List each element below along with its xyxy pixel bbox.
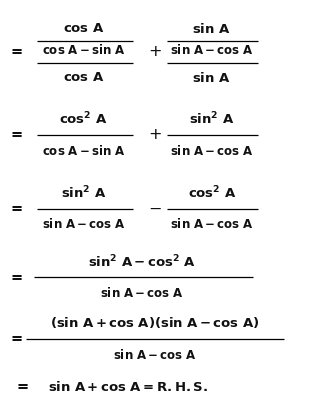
- Text: $\mathbf{sin\ A - cos\ A}$: $\mathbf{sin\ A - cos\ A}$: [113, 348, 196, 362]
- Text: $+$: $+$: [148, 128, 161, 142]
- Text: $\mathbf{sin\ A - cos\ A}$: $\mathbf{sin\ A - cos\ A}$: [170, 43, 253, 57]
- Text: $\mathbf{sin^2\ A - cos^2\ A}$: $\mathbf{sin^2\ A - cos^2\ A}$: [88, 254, 196, 270]
- Text: =: =: [11, 201, 23, 216]
- Text: $\mathbf{sin\ A}$: $\mathbf{sin\ A}$: [193, 71, 231, 85]
- Text: $-$: $-$: [148, 201, 161, 216]
- Text: =: =: [11, 44, 23, 58]
- Text: $\mathbf{sin\ A - cos\ A}$: $\mathbf{sin\ A - cos\ A}$: [100, 286, 184, 300]
- Text: $\mathbf{cos\ A - sin\ A}$: $\mathbf{cos\ A - sin\ A}$: [42, 144, 125, 157]
- Text: =: =: [17, 379, 29, 394]
- Text: $\mathbf{cos^2\ A}$: $\mathbf{cos^2\ A}$: [188, 185, 236, 201]
- Text: $\mathbf{sin\ A - cos\ A}$: $\mathbf{sin\ A - cos\ A}$: [170, 217, 253, 231]
- Text: $\mathbf{sin\ A - cos\ A}$: $\mathbf{sin\ A - cos\ A}$: [170, 144, 253, 157]
- Text: $\mathbf{cos^2\ A}$: $\mathbf{cos^2\ A}$: [59, 111, 108, 128]
- Text: $\mathbf{sin^2\ A}$: $\mathbf{sin^2\ A}$: [189, 111, 234, 128]
- Text: $\mathbf{sin^2\ A}$: $\mathbf{sin^2\ A}$: [61, 185, 106, 201]
- Text: $\mathbf{cos\ A}$: $\mathbf{cos\ A}$: [63, 71, 104, 84]
- Text: $\mathbf{cos\ A}$: $\mathbf{cos\ A}$: [63, 22, 104, 35]
- Text: $\mathbf{sin\ A + cos\ A = R.H.S.}$: $\mathbf{sin\ A + cos\ A = R.H.S.}$: [48, 380, 208, 393]
- Text: =: =: [11, 270, 23, 285]
- Text: =: =: [11, 128, 23, 142]
- Text: $\mathbf{(sin\ A + cos\ A)(sin\ A - cos\ A)}$: $\mathbf{(sin\ A + cos\ A)(sin\ A - cos\…: [50, 315, 259, 330]
- Text: $\mathbf{cos\ A - sin\ A}$: $\mathbf{cos\ A - sin\ A}$: [42, 43, 125, 57]
- Text: =: =: [11, 331, 23, 346]
- Text: $+$: $+$: [148, 44, 161, 58]
- Text: $\mathbf{sin\ A}$: $\mathbf{sin\ A}$: [193, 22, 231, 36]
- Text: $\mathbf{sin\ A - cos\ A}$: $\mathbf{sin\ A - cos\ A}$: [42, 217, 125, 231]
